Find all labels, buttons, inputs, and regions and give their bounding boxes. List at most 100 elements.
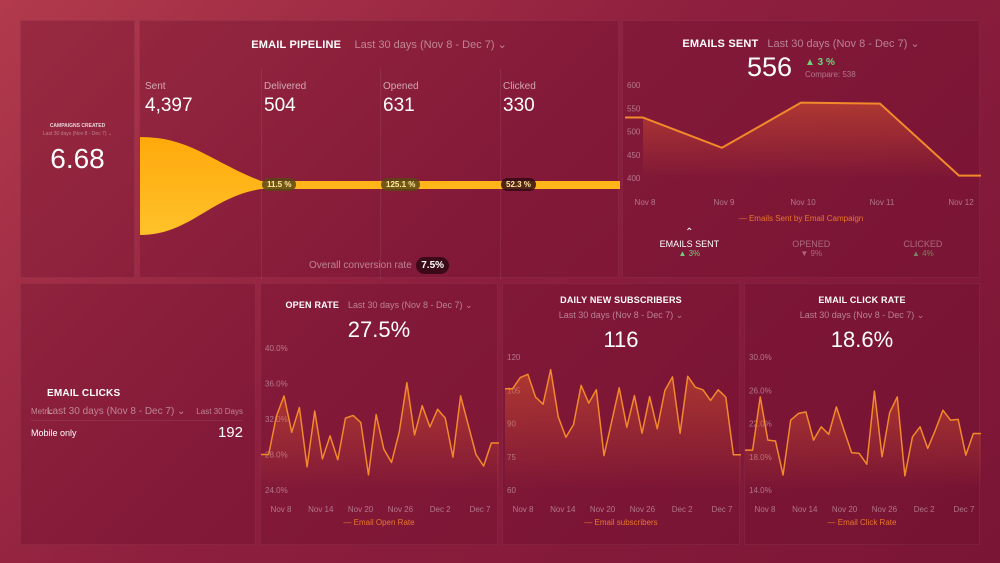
stage-label: Delivered <box>264 81 307 92</box>
x-tick-label: Dec 7 <box>712 505 733 514</box>
stage-value: 330 <box>503 95 535 116</box>
series-line <box>261 381 499 476</box>
x-tick-label: Nov 12 <box>948 198 974 207</box>
x-tick-label: Dec 7 <box>470 505 491 514</box>
y-tick-label: 120 <box>507 353 521 362</box>
x-tick-label: Nov 8 <box>635 198 656 207</box>
emails-sent-value: 556 <box>747 52 793 82</box>
email-click-rate-widget: EMAIL CLICK RATE Last 30 days (Nov 8 - D… <box>744 283 981 545</box>
date-range-dropdown[interactable]: Last 30 days (Nov 8 - Dec 7) ⌄ <box>42 131 113 137</box>
x-tick-label: Nov 8 <box>513 505 534 514</box>
date-range-dropdown[interactable]: Last 30 days (Nov 8 - Dec 7) ⌄ <box>347 300 473 310</box>
x-tick-label: Nov 26 <box>630 505 656 514</box>
date-range-dropdown[interactable]: Last 30 days (Nov 8 - Dec 7) ⌄ <box>558 310 684 320</box>
widget-title: EMAIL CLICKS <box>47 388 121 399</box>
row-metric: Mobile only <box>31 427 77 438</box>
date-range-dropdown[interactable]: Last 30 days (Nov 8 - Dec 7) ⌄ <box>47 406 186 417</box>
metric-tabs: ⌃ EMAILS SENT ▲ 3% OPENED ▼ 9% CLICKED ▲ 4% <box>623 227 979 258</box>
x-tick-label: Nov 26 <box>388 505 414 514</box>
stage-sent: Sent 4,397 <box>145 81 193 117</box>
stage-clicked: Clicked 330 <box>503 81 536 117</box>
overall-value: 7.5% <box>416 257 450 274</box>
column-header-period: Last 30 Days <box>196 407 243 416</box>
stage-delivered: Delivered 504 <box>264 81 306 117</box>
y-tick-label: 400 <box>627 174 641 183</box>
x-tick-label: Nov 11 <box>870 198 895 207</box>
subscribers-value: 116 <box>603 327 639 352</box>
change-badge: ▲ 3 % <box>805 57 835 68</box>
stage-opened: Opened 631 <box>383 81 419 117</box>
y-tick-label: 40.0% <box>265 344 288 353</box>
widget-title: EMAIL CLICK RATE <box>818 295 906 305</box>
column-header-metric: Metric <box>31 407 53 416</box>
x-tick-label: Dec 7 <box>954 505 975 514</box>
widget-header: OPEN RATE Last 30 days (Nov 8 - Dec 7) ⌄ <box>261 295 497 313</box>
widget-title: DAILY NEW SUBSCRIBERS <box>560 295 682 305</box>
conversion-rate-pill: 52.3 % <box>501 178 536 191</box>
x-tick-label: Nov 10 <box>790 198 816 207</box>
date-range-dropdown[interactable]: Last 30 days (Nov 8 - Dec 7) ⌄ <box>767 38 920 50</box>
overall-conversion: Overall conversion rate 7.5% <box>140 255 618 274</box>
open-rate-widget: OPEN RATE Last 30 days (Nov 8 - Dec 7) ⌄… <box>260 283 499 545</box>
chart-legend: — Email subscribers <box>584 518 658 527</box>
x-tick-label: Nov 14 <box>308 505 334 514</box>
x-tick-label: Nov 14 <box>792 505 818 514</box>
area-fill <box>745 391 981 490</box>
y-tick-label: 24.0% <box>265 486 288 495</box>
widget-title: OPEN RATE <box>285 300 340 310</box>
tab-clicked[interactable]: CLICKED ▲ 4% <box>903 239 943 258</box>
x-tick-label: Nov 8 <box>271 505 292 514</box>
stage-value: 631 <box>383 95 415 116</box>
chart-legend: — Email Open Rate <box>343 518 415 527</box>
y-tick-label: 60 <box>507 486 516 495</box>
chart-legend: — Emails Sent by Email Campaign <box>738 214 864 223</box>
area-fill <box>261 382 499 490</box>
table-header: Metric Last 30 Days <box>31 407 243 421</box>
overall-label: Overall conversion rate <box>308 260 412 271</box>
campaigns-created-widget: CAMPAIGNS CREATED Last 30 days (Nov 8 - … <box>20 20 135 278</box>
emails-sent-widget: EMAILS SENT Last 30 days (Nov 8 - Dec 7)… <box>622 20 981 278</box>
y-tick-label: 36.0% <box>265 380 288 389</box>
daily-new-subscribers-widget: DAILY NEW SUBSCRIBERS Last 30 days (Nov … <box>502 283 741 545</box>
date-range-dropdown[interactable]: Last 30 days (Nov 8 - Dec 7) ⌄ <box>799 310 925 320</box>
click-rate-value: 18.6% <box>830 327 894 352</box>
x-tick-label: Nov 20 <box>590 505 616 514</box>
widget-header: EMAIL CLICKS Last 30 days (Nov 8 - Dec 7… <box>47 383 255 419</box>
x-tick-label: Nov 26 <box>872 505 898 514</box>
x-tick-label: Nov 20 <box>348 505 374 514</box>
legend-label: Emails Sent by Email Campaign <box>748 214 864 223</box>
widget-header: EMAILS SENT Last 30 days (Nov 8 - Dec 7)… <box>623 34 979 52</box>
x-tick-label: Nov 8 <box>755 505 776 514</box>
y-tick-label: 450 <box>627 151 641 160</box>
area-fill <box>643 102 959 178</box>
legend-label: Email Open Rate <box>353 518 415 527</box>
widget-title: CAMPAIGNS CREATED <box>49 123 106 129</box>
legend-label: Email Click Rate <box>837 518 897 527</box>
stage-label: Clicked <box>503 81 536 92</box>
emails-sent-line-chart: 600 550 500 450 400 Nov 8 Nov 9 Nov 10 Nov 11 Nov… <box>625 81 981 207</box>
email-clicks-widget: EMAIL CLICKS Last 30 days (Nov 8 - Dec 7… <box>20 283 256 545</box>
stage-label: Sent <box>145 81 166 92</box>
funnel-chart <box>140 137 620 235</box>
x-tick-label: Nov 20 <box>832 505 858 514</box>
series-line <box>505 368 741 457</box>
x-tick-label: Dec 2 <box>672 505 693 514</box>
compare-value: Compare: 538 <box>805 70 856 79</box>
y-tick-label: 550 <box>627 104 641 113</box>
y-tick-label: 26.0% <box>749 386 772 395</box>
tab-emails-sent[interactable]: ⌃ EMAILS SENT ▲ 3% <box>659 227 720 258</box>
tab-opened[interactable]: OPENED ▼ 9% <box>792 239 831 258</box>
y-tick-label: 14.0% <box>749 486 772 495</box>
date-range-dropdown[interactable]: Last 30 days (Nov 8 - Dec 7) ⌄ <box>354 39 507 51</box>
area-fill <box>505 369 741 490</box>
series-line <box>745 390 981 477</box>
conversion-rate-pill: 125.1 % <box>381 178 421 191</box>
conversion-rate-pill: 11.5 % <box>262 178 297 191</box>
funnel-shape <box>140 137 620 235</box>
campaigns-value: 6.68 <box>50 143 105 174</box>
widget-title: EMAILS SENT <box>682 38 759 50</box>
table-row: Mobile only 192 <box>31 424 243 441</box>
